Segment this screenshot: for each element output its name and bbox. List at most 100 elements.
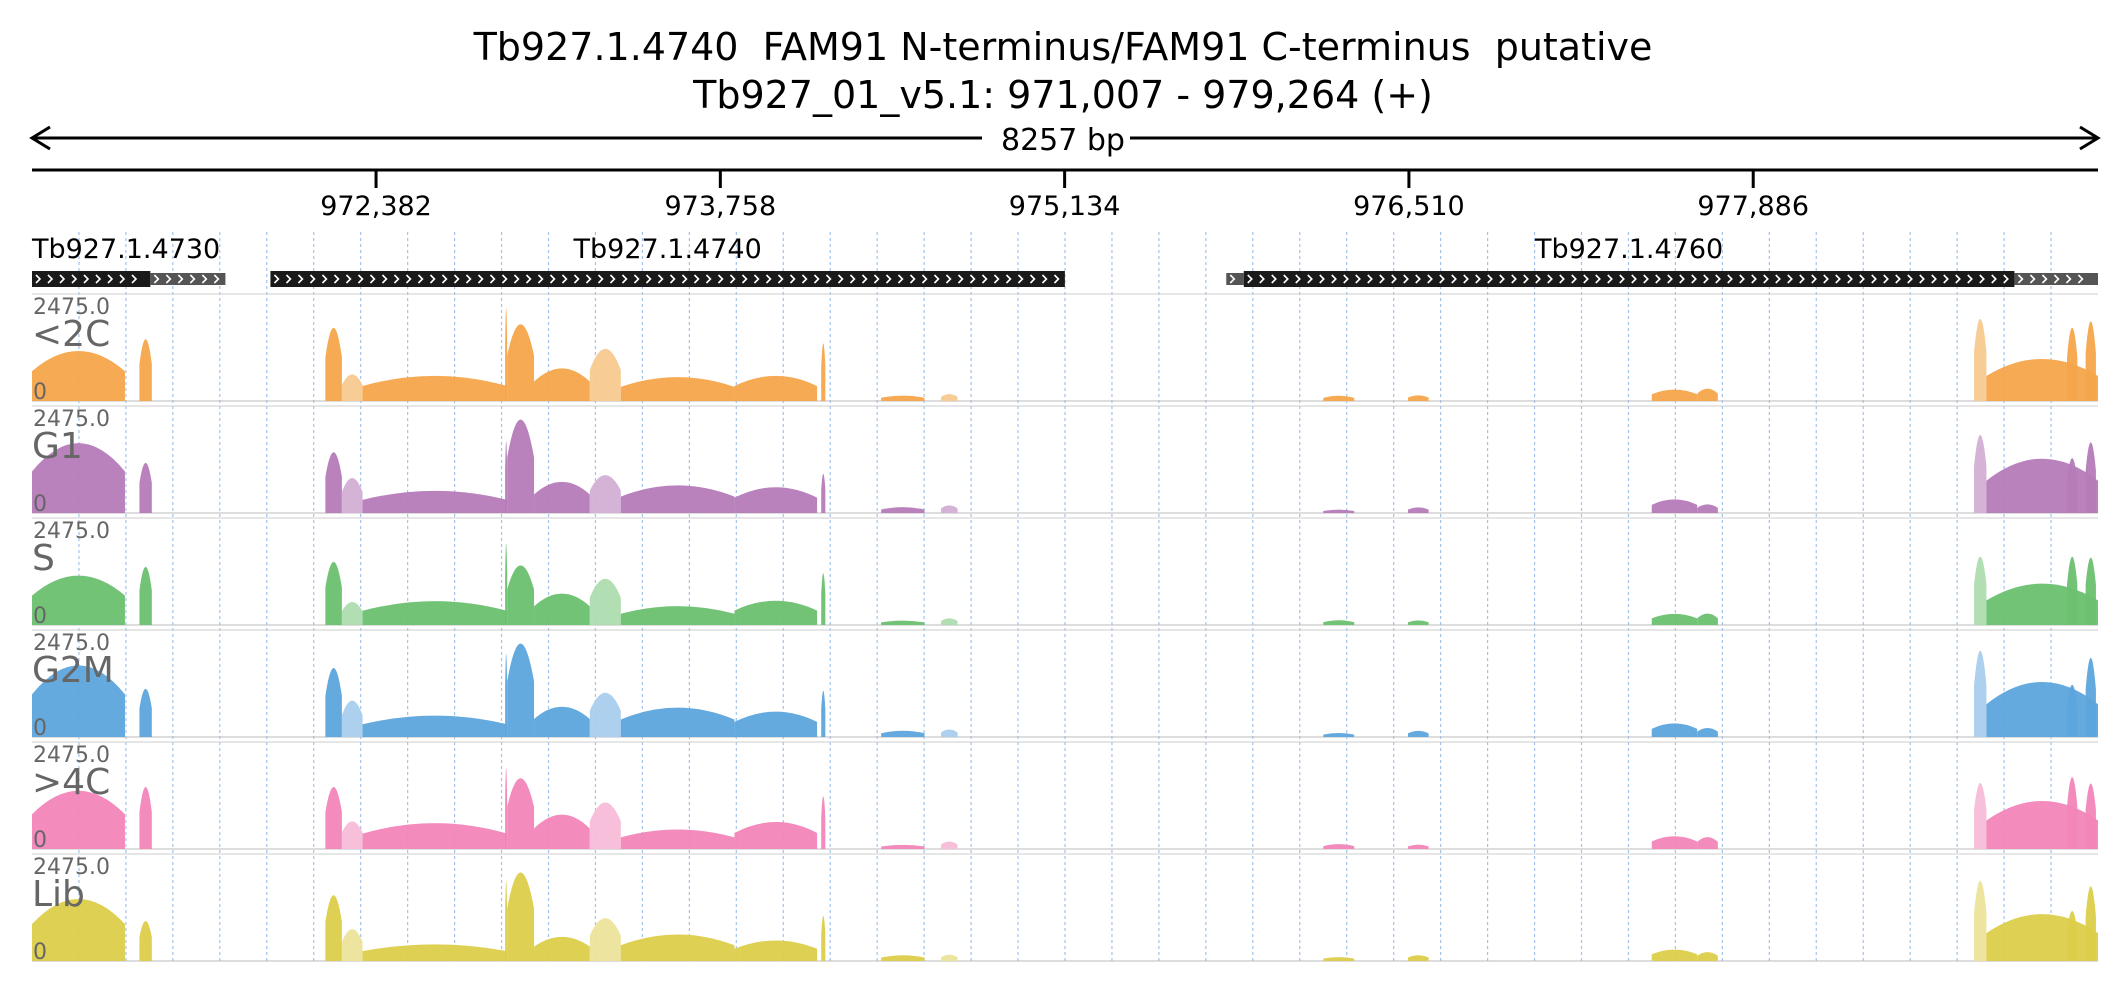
coverage-block bbox=[1651, 389, 1698, 401]
coverage-block bbox=[734, 600, 818, 625]
coverage-block bbox=[2085, 657, 2096, 737]
coverage-track: 2475.0G1 0 bbox=[32, 405, 2098, 517]
coverage-block bbox=[1323, 957, 1355, 961]
gene-label[interactable]: Tb927.1.4730 bbox=[31, 234, 220, 265]
coverage-block bbox=[505, 768, 508, 849]
coverage-block bbox=[1407, 395, 1429, 401]
strand-chevron-icon bbox=[909, 274, 916, 284]
coverage-block bbox=[1651, 613, 1698, 625]
track-min-label: 0 bbox=[33, 380, 47, 405]
strand-chevron-icon bbox=[813, 274, 820, 284]
strand-chevron-icon bbox=[1991, 274, 1997, 284]
strand-chevron-icon bbox=[2041, 274, 2048, 284]
strand-chevron-icon bbox=[417, 274, 424, 284]
coverage-block bbox=[32, 899, 125, 961]
track-min-label: 0 bbox=[33, 604, 47, 629]
strand-chevron-icon bbox=[321, 274, 328, 284]
track-max-label: 2475.0 bbox=[33, 743, 110, 768]
coverage-block bbox=[341, 374, 363, 401]
gene-title: Tb927.1.4740 FAM91 N-terminus/FAM91 C-te… bbox=[473, 25, 1653, 69]
coverage-block bbox=[1323, 620, 1355, 625]
strand-chevron-icon bbox=[645, 274, 652, 284]
arrow-left-icon bbox=[29, 125, 51, 151]
strand-chevron-icon bbox=[95, 274, 102, 284]
coverage-block bbox=[325, 561, 342, 625]
strand-chevron-icon bbox=[1979, 274, 1985, 284]
coverage-block bbox=[734, 711, 818, 737]
strand-chevron-icon bbox=[1943, 274, 1949, 284]
coverage-block bbox=[881, 844, 925, 849]
strand-chevron-icon bbox=[285, 274, 292, 284]
coverage-block bbox=[1407, 955, 1429, 961]
coverage-block bbox=[341, 929, 363, 961]
strand-chevron-icon bbox=[1787, 274, 1793, 284]
strand-chevron-icon bbox=[777, 274, 784, 284]
strand-chevron-icon bbox=[1631, 274, 1637, 284]
strand-chevron-icon bbox=[1487, 274, 1493, 284]
coverage-block bbox=[1986, 914, 2098, 961]
strand-chevron-icon bbox=[753, 274, 760, 284]
coverage-block bbox=[2085, 783, 2096, 849]
ruler-tick-label: 975,134 bbox=[1009, 191, 1121, 222]
strand-chevron-icon bbox=[1667, 274, 1673, 284]
coverage-block bbox=[325, 786, 342, 849]
coverage-block bbox=[1697, 837, 1718, 849]
coverage-block bbox=[534, 481, 590, 513]
coverage-block bbox=[1974, 650, 1987, 737]
coverage-block bbox=[362, 944, 508, 961]
strand-chevron-icon bbox=[1331, 274, 1337, 284]
strand-chevron-icon bbox=[825, 274, 832, 284]
coverage-block bbox=[507, 872, 535, 961]
ruler-tick-label: 972,382 bbox=[320, 191, 432, 222]
coverage-block bbox=[620, 606, 735, 625]
coverage-block bbox=[2067, 911, 2078, 961]
gene-cds[interactable] bbox=[32, 271, 151, 287]
strand-chevron-icon bbox=[1703, 274, 1709, 284]
strand-chevron-icon bbox=[1439, 274, 1445, 284]
track-name: S bbox=[32, 538, 55, 579]
gene-label[interactable]: Tb927.1.4740 bbox=[573, 234, 762, 265]
coverage-block bbox=[620, 934, 735, 961]
coverage-block bbox=[620, 829, 735, 849]
gene-utr[interactable] bbox=[2014, 273, 2098, 285]
coverage-track: 2475.0<2C 0 bbox=[32, 293, 2098, 405]
gene-label[interactable]: Tb927.1.4760 bbox=[1534, 234, 1723, 265]
coverage-block bbox=[1697, 388, 1718, 401]
coverage-block bbox=[734, 375, 818, 401]
gene-cds[interactable] bbox=[270, 271, 1065, 287]
strand-chevron-icon bbox=[1403, 274, 1409, 284]
strand-chevron-icon bbox=[1607, 274, 1613, 284]
strand-chevron-icon bbox=[477, 274, 484, 284]
strand-chevron-icon bbox=[1475, 274, 1481, 284]
strand-chevron-icon bbox=[1835, 274, 1841, 284]
coverage-block bbox=[620, 377, 735, 401]
strand-chevron-icon bbox=[897, 274, 904, 284]
track-name: G2M bbox=[32, 650, 114, 691]
strand-chevron-icon bbox=[885, 274, 892, 284]
strand-chevron-icon bbox=[1799, 274, 1805, 284]
strand-chevron-icon bbox=[1907, 274, 1913, 284]
coverage-block bbox=[507, 324, 535, 401]
strand-chevron-icon bbox=[2065, 274, 2072, 284]
gene-cds[interactable] bbox=[1243, 271, 2015, 287]
coverage-block bbox=[507, 778, 535, 849]
coverage-block bbox=[505, 653, 508, 737]
coverage-block bbox=[505, 440, 508, 513]
coverage-block bbox=[1323, 509, 1355, 513]
coverage-block bbox=[325, 452, 342, 513]
strand-chevron-icon bbox=[1619, 274, 1625, 284]
gene-utr[interactable] bbox=[150, 273, 226, 285]
strand-chevron-icon bbox=[1463, 274, 1469, 284]
track-max-label: 2475.0 bbox=[33, 295, 110, 320]
coverage-block bbox=[1323, 733, 1355, 737]
coverage-block bbox=[325, 327, 342, 401]
coverage-block bbox=[1697, 504, 1718, 513]
coverage-block bbox=[589, 692, 621, 737]
coverage-block bbox=[589, 348, 621, 401]
strand-chevron-icon bbox=[1571, 274, 1577, 284]
track-max-label: 2475.0 bbox=[33, 407, 110, 432]
